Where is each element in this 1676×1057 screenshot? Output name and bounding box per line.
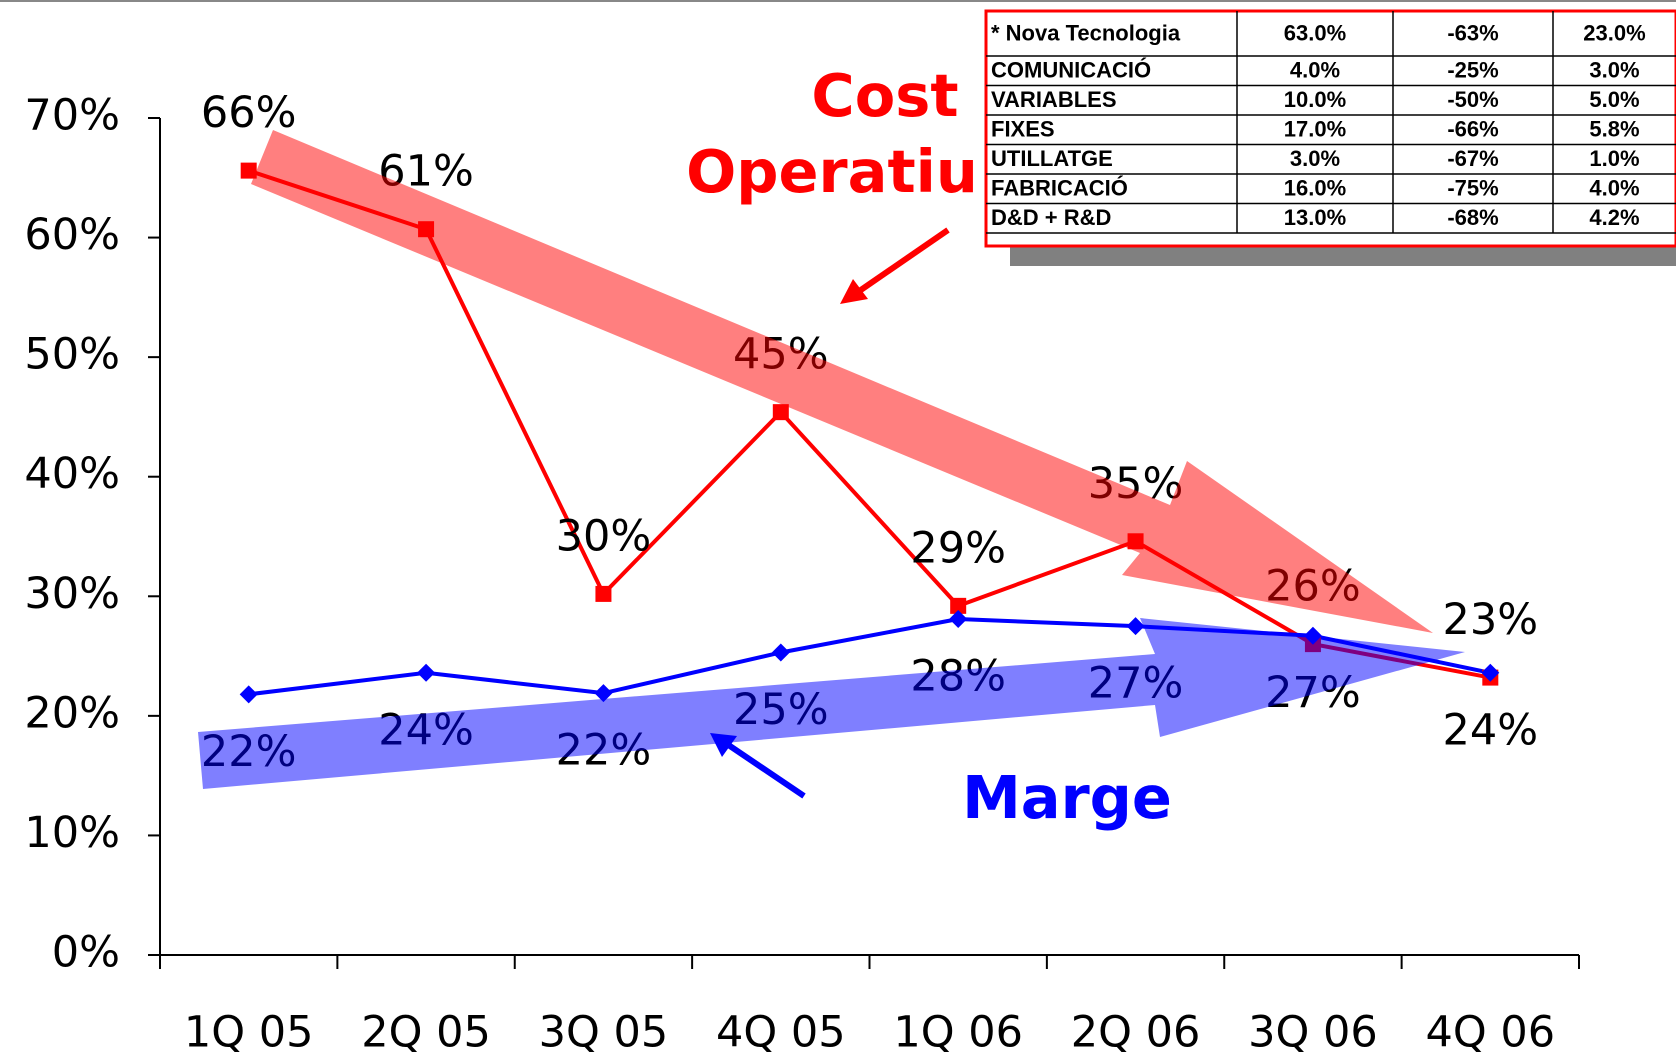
table-cell: -75% [1447, 176, 1498, 201]
table-cell: 4.0% [1290, 58, 1340, 83]
y-tick-label: 40% [24, 449, 120, 499]
y-tick-label: 60% [24, 210, 120, 260]
point [594, 684, 613, 703]
cost-annotation-2: Operatiu [686, 137, 978, 206]
point [1481, 663, 1500, 682]
table-cell: 1.0% [1589, 146, 1639, 171]
x-tick-label: 4Q 05 [716, 1008, 846, 1057]
x-tick-label: 2Q 06 [1071, 1008, 1201, 1057]
marge-trend-arrow [198, 618, 1465, 789]
table-cell: 4.2% [1589, 205, 1639, 230]
data-label: 29% [910, 523, 1006, 573]
data-label: 30% [556, 511, 652, 561]
table-cell: 10.0% [1284, 87, 1346, 112]
point [240, 162, 257, 179]
table-cell: 17.0% [1284, 117, 1346, 142]
point [771, 643, 790, 662]
table-cell: -25% [1447, 58, 1498, 83]
y-tick-label: 50% [24, 330, 120, 380]
point [950, 597, 967, 614]
point [239, 685, 258, 704]
marge-pointer-head [710, 733, 737, 757]
cost-annotation-1: Cost [811, 61, 958, 130]
data-label: 66% [201, 88, 297, 138]
table-cell: 3.0% [1290, 146, 1340, 171]
table-cell: -68% [1447, 205, 1498, 230]
table: * Nova Tecnologia 63.0% -63% 23.0% COMUNICAC… [984, 9, 1676, 266]
table-cell: FIXES [991, 117, 1055, 142]
table-cell: 3.0% [1589, 58, 1639, 83]
cost-pointer-head [840, 279, 868, 304]
table-cell: UTILLATGE [991, 146, 1113, 171]
table-cell: 4.0% [1589, 176, 1639, 201]
table-cell: D&D + R&D [991, 205, 1111, 230]
y-tick-label: 20% [24, 688, 120, 738]
table-cell: -50% [1447, 87, 1498, 112]
marge-annotation: Marge [962, 763, 1172, 832]
table-cell: 63.0% [1284, 20, 1346, 45]
table-cell: 5.0% [1589, 87, 1639, 112]
point [1126, 617, 1145, 636]
point [949, 610, 968, 629]
series-line [248, 168, 1491, 680]
table-cell: 23.0% [1583, 20, 1645, 45]
table-shadow [1010, 246, 1676, 266]
table-cell: -67% [1447, 146, 1498, 171]
table-cell: -66% [1447, 117, 1498, 142]
table-cell: * Nova Tecnologia [991, 20, 1181, 45]
data-label: 24% [1443, 705, 1539, 755]
y-tick-label: 70% [24, 91, 120, 141]
x-tick-label: 1Q 06 [893, 1008, 1023, 1057]
x-tick-label: 3Q 06 [1248, 1008, 1378, 1057]
y-tick-label: 30% [24, 569, 120, 619]
table-cell: 5.8% [1589, 117, 1639, 142]
y-tick-label: 0% [52, 928, 120, 978]
x-tick-label: 3Q 05 [539, 1008, 669, 1057]
point [772, 404, 789, 421]
point [595, 585, 612, 602]
table-cell: COMUNICACIÓ [991, 58, 1151, 83]
table-cell: 13.0% [1284, 205, 1346, 230]
x-tick-label: 2Q 05 [361, 1008, 491, 1057]
table-cell: FABRICACIÓ [991, 176, 1128, 201]
table-frame [984, 9, 1676, 248]
cost-pointer [853, 227, 950, 297]
table-cell: -63% [1447, 20, 1498, 45]
x-tick-label: 1Q 05 [184, 1008, 314, 1057]
marge-pointer [722, 739, 806, 799]
trend-arrows [198, 130, 1465, 799]
table-cell: 16.0% [1284, 176, 1346, 201]
data-label: 23% [1443, 595, 1539, 645]
cost-trend-arrow [251, 130, 1433, 633]
y-tick-label: 10% [24, 808, 120, 858]
table-cell: VARIABLES [991, 87, 1117, 112]
point [417, 663, 436, 682]
x-tick-label: 4Q 06 [1426, 1008, 1556, 1057]
